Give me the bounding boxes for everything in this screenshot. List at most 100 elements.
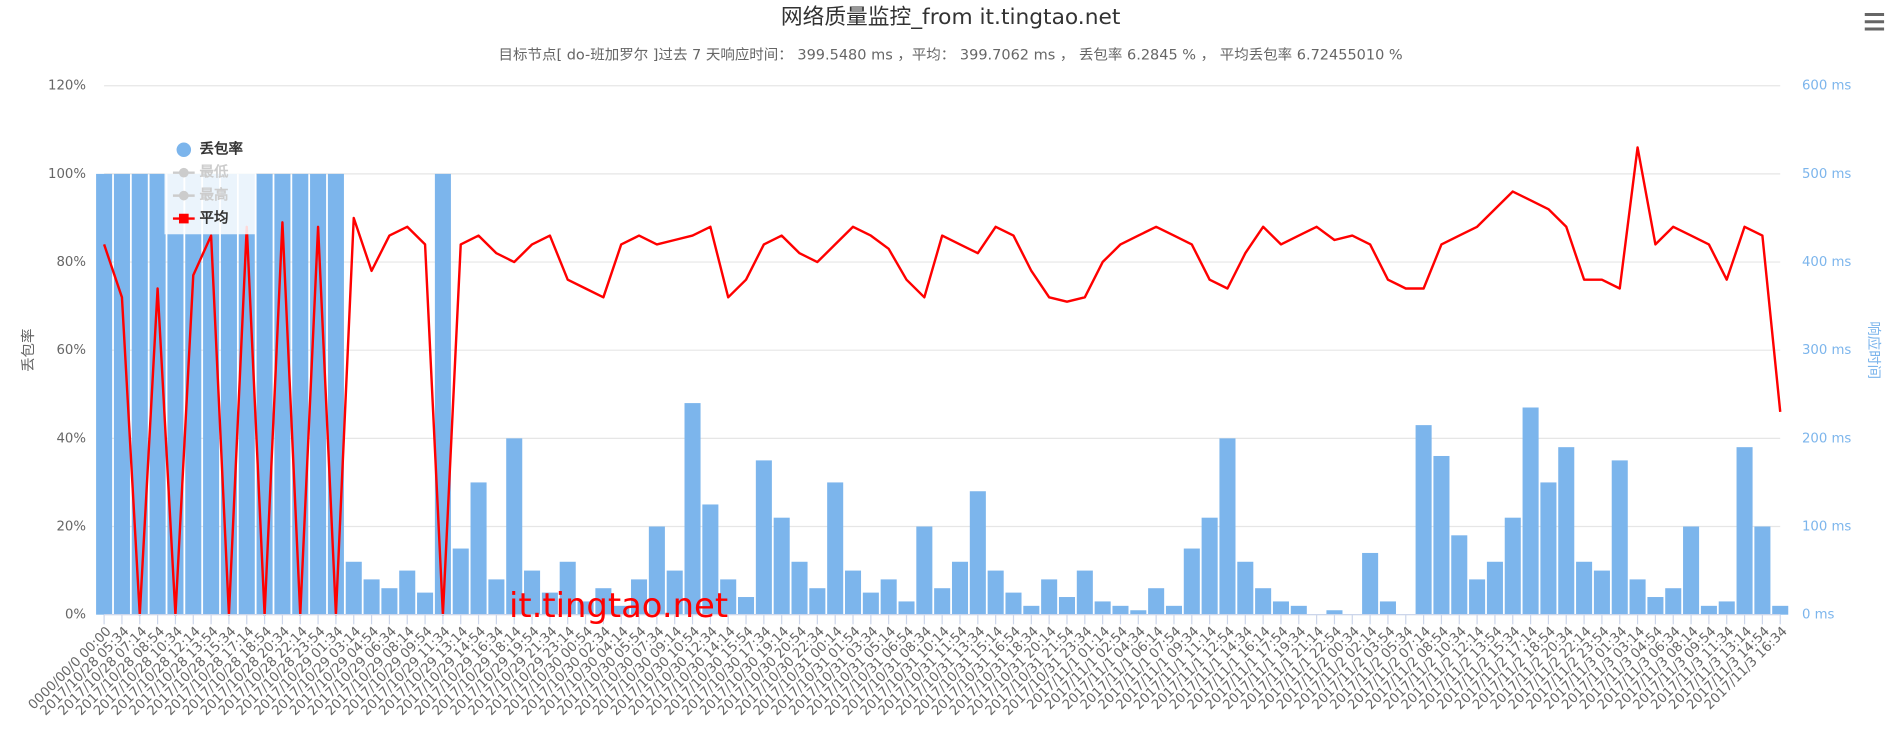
loss-bar: [1237, 561, 1254, 615]
loss-bar: [1201, 517, 1218, 615]
loss-bar: [559, 561, 576, 615]
loss-bar: [1058, 597, 1076, 615]
legend-symbol: [178, 167, 189, 178]
loss-bar: [1700, 605, 1717, 615]
loss-bar: [791, 561, 808, 615]
y-tick-label: 80%: [56, 255, 86, 270]
loss-bar: [666, 570, 683, 615]
avg-line: [102, 146, 1782, 616]
loss-bar: [880, 579, 897, 615]
loss-bar: [363, 579, 380, 615]
y-tick-label: 100%: [48, 167, 86, 182]
loss-bar: [1629, 579, 1646, 615]
bars: [96, 173, 1789, 615]
legend-label: 最低: [200, 163, 229, 181]
loss-bar: [292, 173, 309, 615]
loss-bar: [738, 597, 755, 615]
loss-bar: [1718, 601, 1735, 615]
loss-bar: [862, 592, 879, 615]
loss-bar: [1611, 460, 1628, 615]
legend-item[interactable]: 丢包率: [176, 140, 244, 158]
loss-bar: [1433, 455, 1450, 615]
loss-bar: [1112, 605, 1129, 615]
loss-bar: [987, 570, 1004, 615]
loss-bar: [1736, 447, 1753, 615]
legend-item[interactable]: 平均: [172, 209, 229, 227]
loss-bar: [755, 460, 772, 615]
loss-bar: [327, 173, 344, 615]
loss-bar: [844, 570, 862, 615]
loss-bar: [131, 173, 148, 615]
y-tick-label: 20%: [56, 520, 86, 535]
loss-bar: [149, 173, 166, 615]
y-tick-label: 40%: [56, 431, 86, 446]
loss-bar: [452, 548, 469, 615]
legend-symbol: [178, 190, 189, 201]
loss-bar: [1451, 535, 1468, 615]
loss-bar: [1041, 579, 1058, 615]
menu-icon[interactable]: [1864, 12, 1885, 31]
loss-bar: [417, 592, 434, 615]
loss-bar: [238, 173, 255, 615]
loss-bar: [470, 482, 487, 615]
loss-bar: [720, 579, 737, 615]
loss-bar: [898, 601, 915, 615]
loss-bar: [613, 605, 630, 615]
loss-bar: [1772, 605, 1789, 615]
loss-bar: [1362, 552, 1379, 615]
loss-bar: [256, 173, 273, 615]
loss-bar: [577, 601, 594, 615]
legend-label: 平均: [200, 209, 229, 227]
loss-bar: [1094, 601, 1111, 615]
loss-bar: [1558, 447, 1575, 615]
loss-bar: [1023, 605, 1040, 615]
loss-bar: [506, 438, 523, 615]
loss-bar: [524, 570, 541, 615]
legend-label: 丢包率: [200, 140, 244, 158]
legend-symbol: [178, 213, 189, 224]
y-tick-label: 60%: [56, 343, 86, 358]
loss-bar: [1647, 597, 1664, 615]
loss-bar: [1219, 438, 1236, 615]
loss-bar: [381, 588, 398, 615]
loss-bar: [1522, 407, 1539, 615]
loss-bar: [1379, 601, 1396, 615]
loss-bar: [1148, 588, 1165, 615]
loss-bar: [203, 173, 220, 615]
loss-bar: [702, 504, 719, 615]
loss-bar: [1290, 605, 1307, 615]
loss-bar: [773, 517, 790, 615]
y2-tick-label: 500 ms: [1802, 167, 1851, 182]
lines: [102, 146, 1782, 616]
loss-bar: [1540, 482, 1557, 615]
loss-bar: [1183, 548, 1200, 615]
loss-bar: [310, 173, 327, 615]
y-tick-label: 0%: [65, 608, 86, 623]
loss-bar: [648, 526, 665, 615]
y2-tick-label: 300 ms: [1802, 343, 1851, 358]
loss-bar: [1005, 592, 1022, 615]
loss-bar: [1576, 561, 1593, 615]
loss-bar: [1165, 605, 1182, 615]
loss-bar: [185, 173, 202, 615]
loss-bar: [399, 570, 416, 615]
loss-bar: [934, 588, 951, 615]
y-tick-label: 120%: [48, 79, 86, 94]
loss-bar: [1255, 588, 1272, 615]
legend-label: 最高: [200, 186, 229, 204]
legend-item[interactable]: 最高: [172, 186, 229, 204]
loss-bar: [541, 592, 558, 615]
loss-bar: [167, 173, 184, 615]
loss-bar: [1326, 610, 1343, 615]
y-axis-title: 丢包率: [20, 328, 37, 371]
legend-item[interactable]: 最低: [172, 163, 229, 181]
loss-bar: [969, 491, 986, 615]
y2-tick-label: 600 ms: [1802, 79, 1851, 94]
loss-bar: [1130, 610, 1147, 615]
loss-bar: [951, 561, 969, 615]
loss-bar: [1683, 526, 1700, 615]
y2-tick-label: 200 ms: [1802, 431, 1851, 446]
